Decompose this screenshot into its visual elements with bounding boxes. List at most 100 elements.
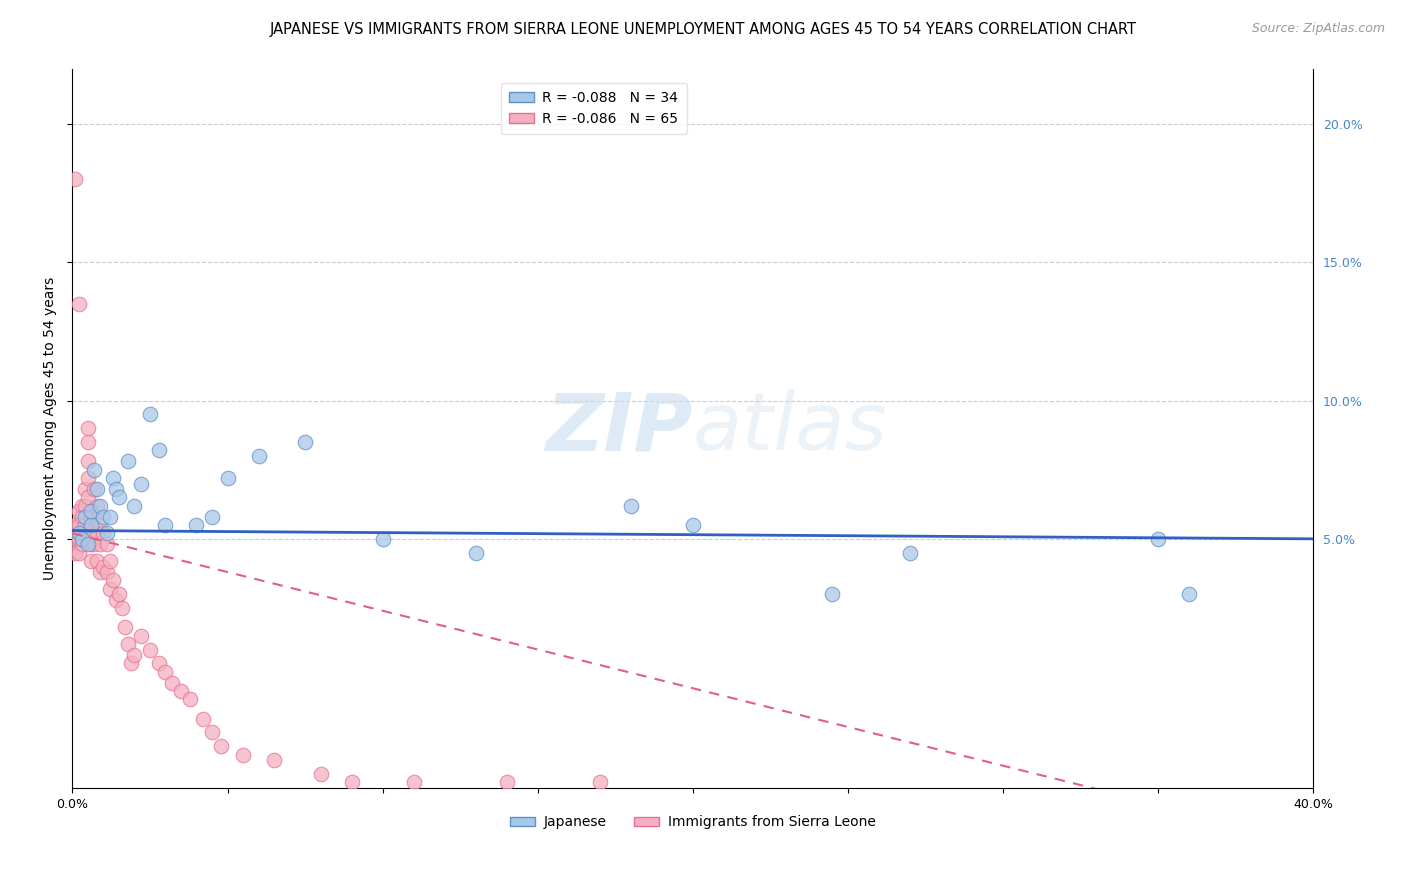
Point: [98, 509, 121, 524]
Point: [89, 565, 111, 579]
Point: [191, 712, 214, 726]
Text: Source: ZipAtlas.com: Source: ZipAtlas.com: [1251, 22, 1385, 36]
Point: [80, 509, 103, 524]
Point: [83, 537, 105, 551]
Point: [86, 499, 108, 513]
Point: [73, 499, 96, 513]
Point: [77, 421, 100, 435]
Point: [98, 582, 121, 596]
Point: [371, 532, 394, 546]
Point: [67, 526, 90, 541]
Point: [93, 526, 115, 541]
Point: [67, 296, 90, 310]
Point: [86, 482, 108, 496]
Point: [294, 435, 316, 450]
Point: [67, 532, 90, 546]
Point: [124, 499, 146, 513]
Point: [120, 657, 142, 671]
Point: [263, 753, 285, 767]
Point: [98, 554, 121, 568]
Point: [65, 546, 87, 560]
Point: [160, 675, 183, 690]
Point: [186, 518, 208, 533]
Point: [77, 435, 100, 450]
Point: [129, 476, 152, 491]
Point: [65, 172, 87, 186]
Point: [148, 443, 170, 458]
Point: [155, 665, 177, 679]
Point: [80, 518, 103, 533]
Point: [682, 518, 704, 533]
Point: [65, 532, 87, 546]
Point: [70, 509, 93, 524]
Point: [86, 526, 108, 541]
Point: [96, 526, 118, 541]
Point: [73, 482, 96, 496]
Point: [83, 482, 105, 496]
Point: [70, 526, 93, 541]
Point: [89, 537, 111, 551]
Point: [179, 692, 201, 706]
Point: [155, 518, 177, 533]
Point: [104, 482, 127, 496]
Point: [620, 499, 643, 513]
Point: [1178, 587, 1201, 601]
Point: [1147, 532, 1170, 546]
Point: [80, 526, 103, 541]
Point: [89, 518, 111, 533]
Point: [67, 504, 90, 518]
Point: [104, 592, 127, 607]
Point: [86, 554, 108, 568]
Point: [96, 537, 118, 551]
Point: [83, 463, 105, 477]
Point: [139, 408, 162, 422]
Point: [89, 499, 111, 513]
Point: [65, 518, 87, 533]
Point: [80, 537, 103, 551]
Point: [201, 509, 224, 524]
Point: [77, 471, 100, 485]
Point: [77, 537, 100, 551]
Point: [77, 491, 100, 505]
Point: [232, 747, 254, 762]
Point: [209, 739, 232, 754]
Point: [117, 454, 139, 468]
Point: [114, 620, 136, 634]
Point: [309, 767, 332, 781]
Point: [77, 454, 100, 468]
Point: [340, 775, 363, 789]
Point: [495, 775, 517, 789]
Point: [117, 637, 139, 651]
Point: [101, 471, 124, 485]
Point: [67, 518, 90, 533]
Point: [170, 684, 193, 698]
Point: [821, 587, 844, 601]
Point: [67, 546, 90, 560]
Point: [129, 629, 152, 643]
Point: [80, 554, 103, 568]
Point: [108, 491, 131, 505]
Point: [80, 504, 103, 518]
Text: atlas: atlas: [693, 389, 887, 467]
Point: [589, 775, 612, 789]
Point: [96, 565, 118, 579]
Point: [101, 574, 124, 588]
Point: [898, 546, 921, 560]
Point: [93, 509, 115, 524]
Point: [111, 601, 134, 615]
Point: [93, 559, 115, 574]
Point: [464, 546, 486, 560]
Point: [70, 532, 93, 546]
Point: [70, 499, 93, 513]
Point: [201, 725, 224, 739]
Point: [83, 509, 105, 524]
Legend: Japanese, Immigrants from Sierra Leone: Japanese, Immigrants from Sierra Leone: [505, 810, 882, 835]
Point: [70, 537, 93, 551]
Point: [124, 648, 146, 662]
Point: [73, 518, 96, 533]
Point: [402, 775, 425, 789]
Point: [148, 657, 170, 671]
Point: [217, 471, 239, 485]
Point: [108, 587, 131, 601]
Y-axis label: Unemployment Among Ages 45 to 54 years: Unemployment Among Ages 45 to 54 years: [44, 277, 58, 580]
